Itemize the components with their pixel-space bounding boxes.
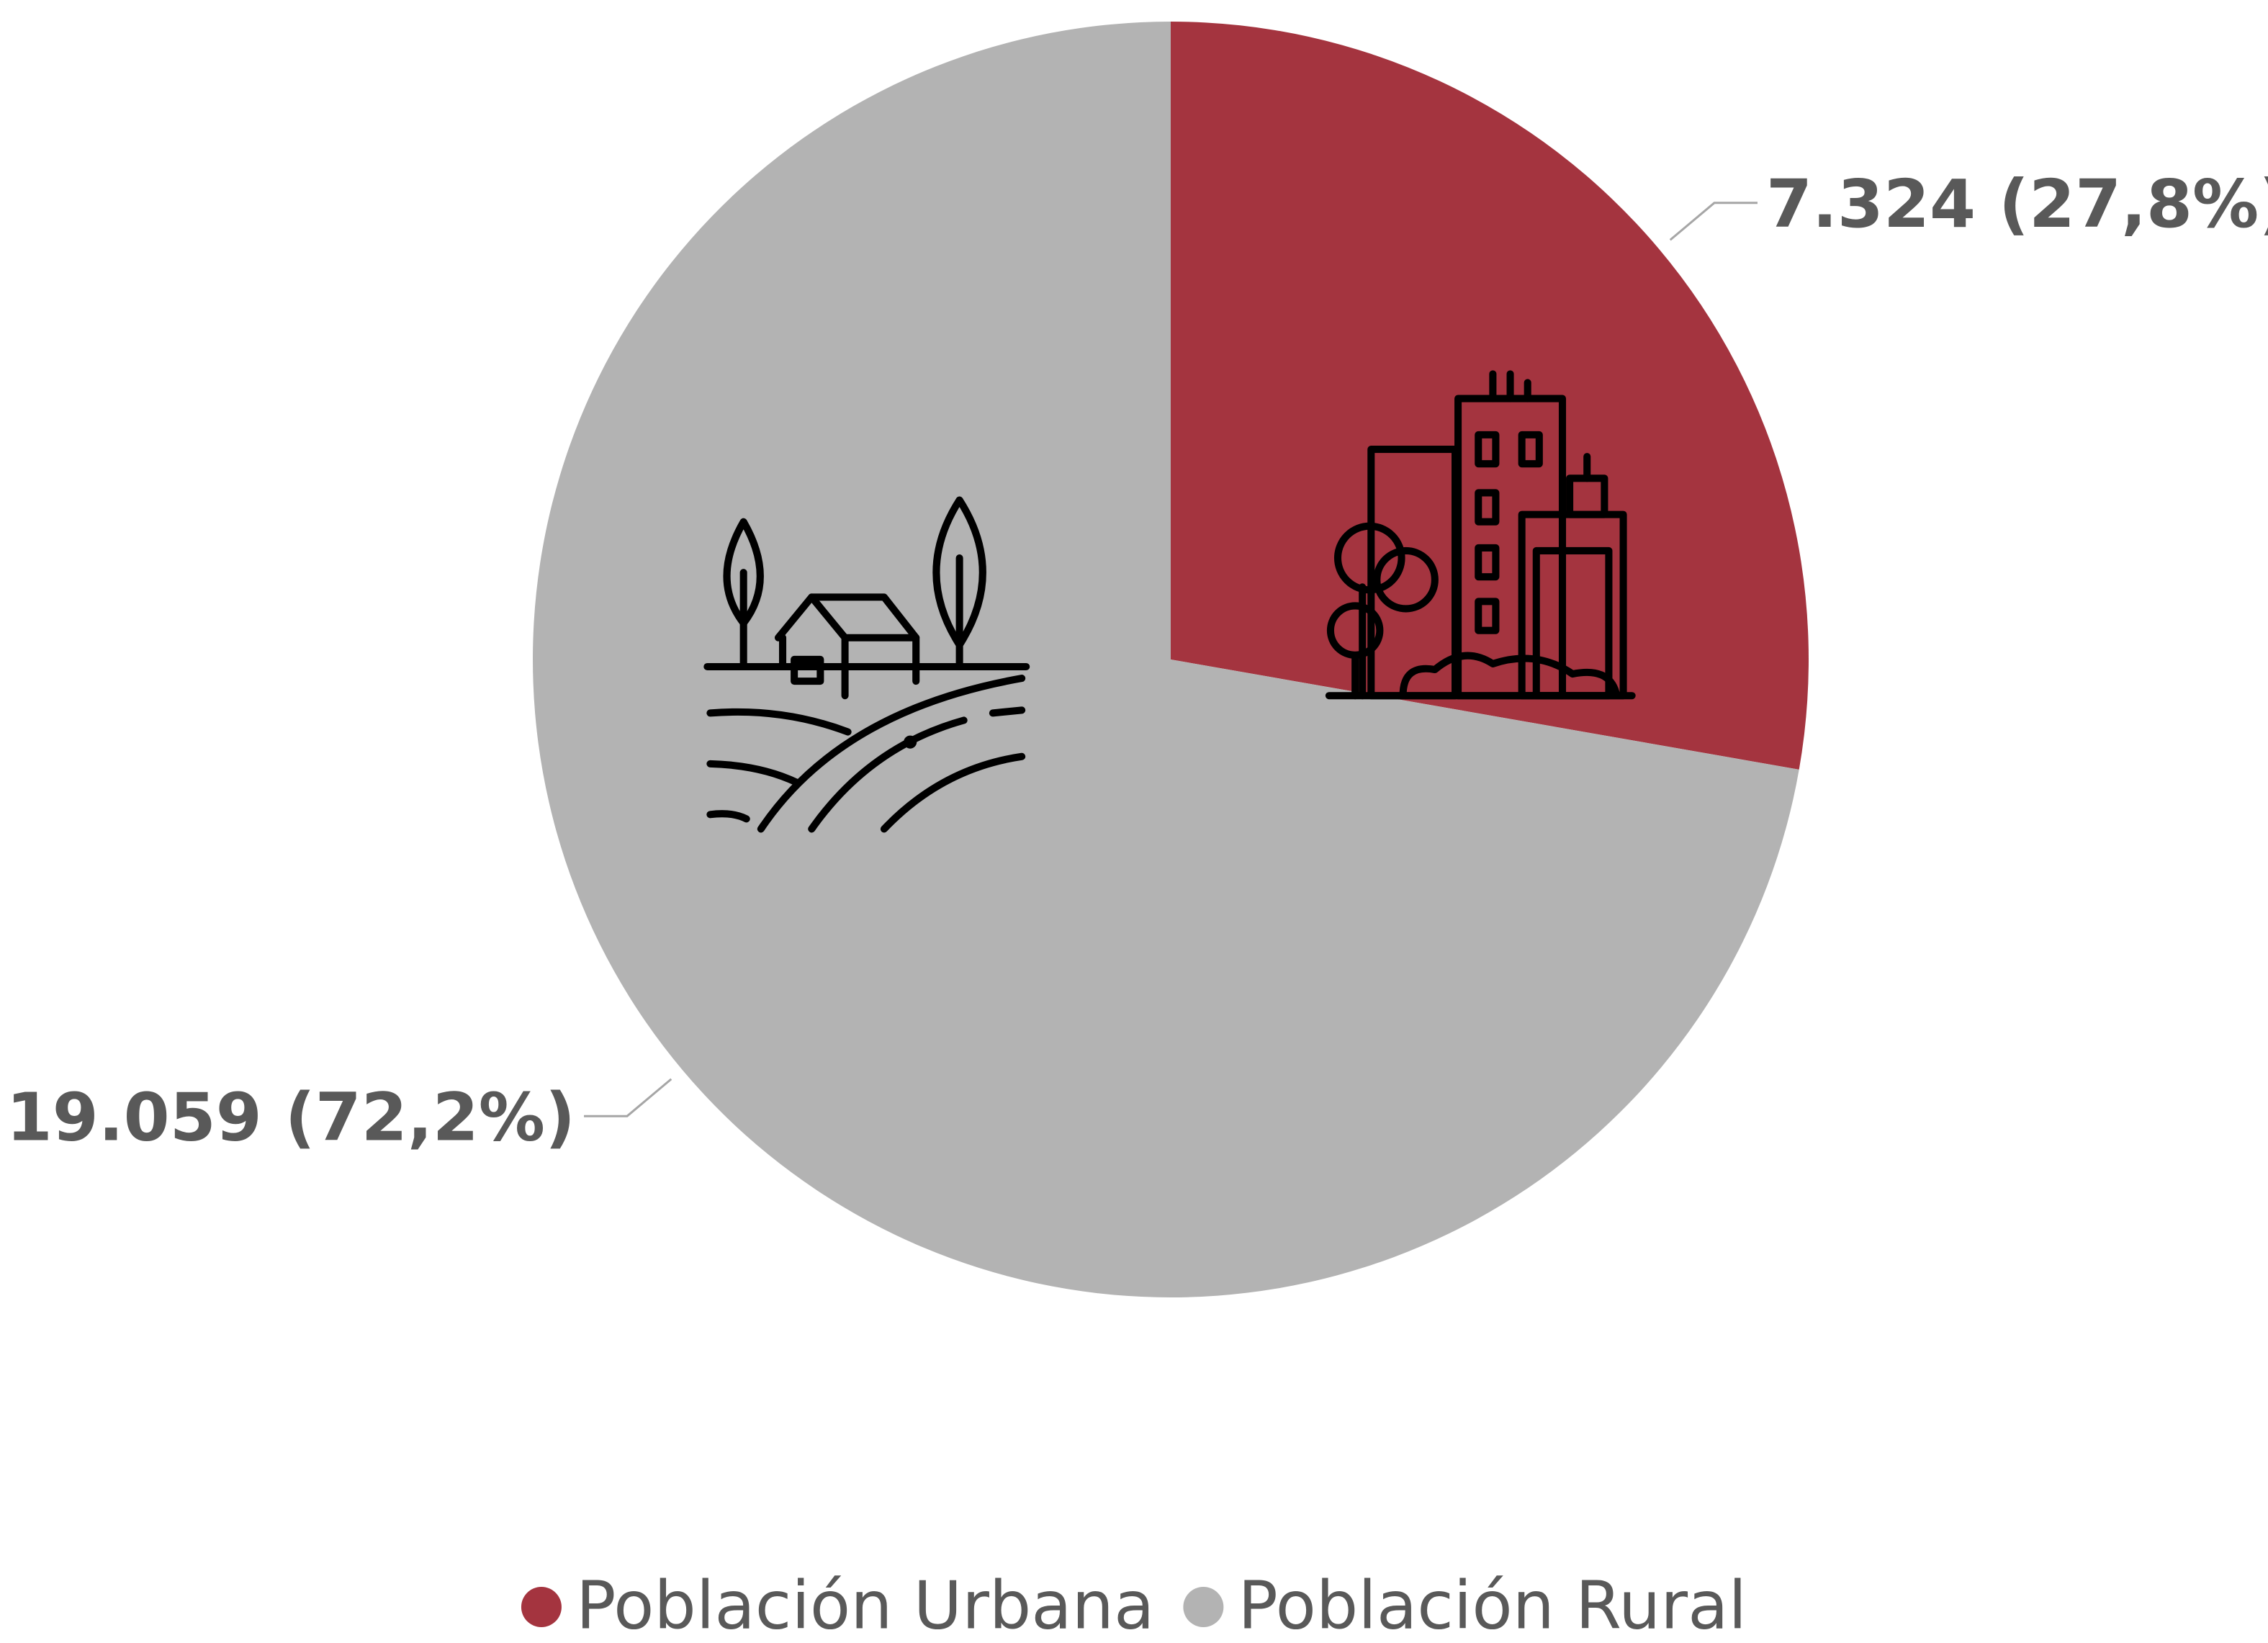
pie [533, 22, 1809, 1297]
rural-icon [703, 496, 1030, 833]
icons [703, 370, 1636, 833]
pie-slice [533, 22, 1799, 1297]
data-labels: 7.324 (27,8%) 19.059 (72,2%) [6, 166, 2268, 1156]
data-label: 7.324 (27,8%) [1766, 166, 2268, 243]
urban-icon [1325, 370, 1636, 700]
leader-line [1669, 202, 1758, 241]
legend-label: Población Rural [1238, 1567, 1747, 1643]
leader-line [584, 1078, 672, 1117]
legend-marker [521, 1587, 562, 1627]
legend: Población Urbana Población Rural [521, 1567, 1747, 1643]
legend-label: Población Urbana [576, 1567, 1154, 1643]
data-label: 19.059 (72,2%) [6, 1079, 575, 1156]
legend-marker [1183, 1587, 1224, 1627]
